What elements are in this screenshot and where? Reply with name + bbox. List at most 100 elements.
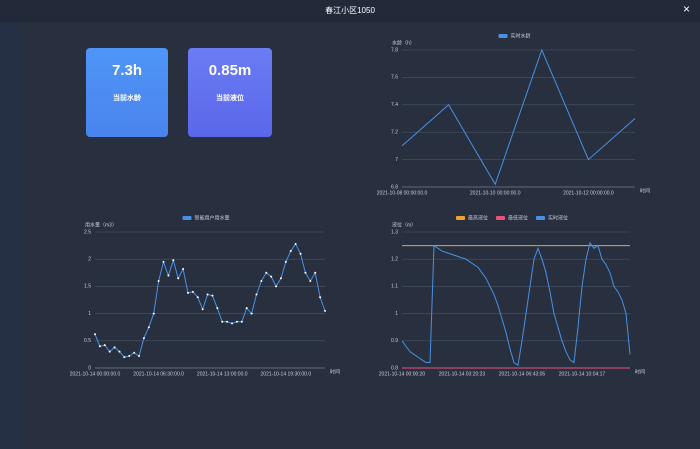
x-tick-label: 2021-10-14 00:00:20 xyxy=(379,371,426,377)
legend-label: 智能用户用水量 xyxy=(195,214,230,221)
point xyxy=(245,307,248,310)
x-tick-label: 2021-10-14 03:20:23 xyxy=(439,371,486,377)
x-tick-label: 2021-10-14 06:30:00.0 xyxy=(133,371,184,377)
point xyxy=(128,355,131,358)
y-tick-label: 0.9 xyxy=(391,338,398,344)
y-tick-label: 2 xyxy=(88,257,91,263)
point xyxy=(103,344,106,347)
point xyxy=(221,320,224,323)
card-label: 当前水龄 xyxy=(113,95,141,102)
x-axis-label: 时间 xyxy=(640,187,650,194)
point xyxy=(294,242,297,245)
point xyxy=(94,333,96,336)
x-tick-label: 2021-10-10 00:00:00.0 xyxy=(470,190,521,196)
close-button[interactable]: × xyxy=(682,2,690,16)
point xyxy=(211,294,214,297)
card-label: 当前液位 xyxy=(216,95,244,102)
point xyxy=(324,309,326,312)
legend-label: 最高液位 xyxy=(468,214,488,221)
point xyxy=(250,312,253,315)
modal-title: 春江小区1050 xyxy=(325,6,375,15)
y-tick-label: 7.4 xyxy=(391,102,398,108)
point xyxy=(118,350,121,353)
card-value: 0.85m xyxy=(208,62,252,79)
point xyxy=(142,337,145,340)
x-tick-label: 2021-10-12 00:00:00.0 xyxy=(563,190,614,196)
sidebar xyxy=(0,22,20,449)
header-bar: 春江小区1050 × xyxy=(0,0,700,22)
x-tick-label: 2021-10-14 19:30:00.0 xyxy=(261,371,312,377)
point xyxy=(240,320,243,323)
point xyxy=(186,291,189,294)
y-axis-label: 液位（m） xyxy=(392,221,416,228)
point xyxy=(289,250,292,253)
point xyxy=(138,355,141,358)
point xyxy=(216,307,219,310)
y-tick-label: 7.8 xyxy=(391,47,398,53)
x-tick-label: 2021-10-14 13:00:00.0 xyxy=(197,371,248,377)
level-card: 0.85m 当前液位 xyxy=(188,48,272,137)
point xyxy=(172,259,175,262)
legend-swatch xyxy=(456,216,465,220)
legend-label: 实时液位 xyxy=(548,214,568,221)
x-tick-label: 2021-10-14 10:04:17 xyxy=(559,371,606,377)
y-tick-label: 1.3 xyxy=(391,229,398,235)
y-tick-label: 1 xyxy=(395,311,398,317)
series-line xyxy=(401,48,636,186)
point xyxy=(226,320,229,323)
point xyxy=(196,296,199,299)
x-axis-label: 时间 xyxy=(330,368,340,375)
point xyxy=(113,346,116,349)
legend-label: 最低液位 xyxy=(508,214,528,221)
point xyxy=(255,293,258,296)
point xyxy=(182,267,185,270)
point xyxy=(260,279,263,282)
point xyxy=(235,320,238,323)
y-tick-label: 0.8 xyxy=(391,365,398,371)
y-axis-label: 水龄（h） xyxy=(392,39,415,46)
y-tick-label: 0 xyxy=(88,365,91,371)
x-tick-label: 2021-10-08 00:00:00.0 xyxy=(377,190,428,196)
point xyxy=(191,290,194,293)
y-tick-label: 1.1 xyxy=(391,284,398,290)
point xyxy=(275,285,278,288)
point xyxy=(123,356,126,359)
point xyxy=(314,271,317,274)
x-axis-label: 时间 xyxy=(635,368,645,375)
y-tick-label: 1.2 xyxy=(391,257,398,263)
legend-label: 实时水龄 xyxy=(511,32,531,39)
point xyxy=(167,274,170,277)
point xyxy=(279,277,282,280)
y-axis-label: 用水量（m3） xyxy=(85,221,117,228)
point xyxy=(133,351,136,354)
point xyxy=(309,279,312,282)
legend-swatch xyxy=(536,216,545,220)
point xyxy=(319,296,322,299)
point xyxy=(304,271,307,274)
point xyxy=(108,350,111,353)
y-tick-label: 1.5 xyxy=(84,284,91,290)
series-line xyxy=(401,241,631,367)
y-tick-label: 6.8 xyxy=(391,184,398,190)
card-value: 7.3h xyxy=(111,62,142,79)
point xyxy=(98,345,101,348)
x-tick-label: 2021-10-14 06:43:05 xyxy=(499,371,546,377)
legend-swatch xyxy=(498,34,508,38)
point xyxy=(284,260,287,263)
y-tick-label: 7.2 xyxy=(391,130,398,136)
y-tick-label: 1 xyxy=(88,311,91,317)
point xyxy=(162,260,165,263)
y-tick-label: 0.5 xyxy=(84,338,91,344)
y-tick-label: 7 xyxy=(395,157,398,163)
point xyxy=(201,308,204,311)
legend-swatch xyxy=(496,216,505,220)
point xyxy=(177,277,180,280)
series-line xyxy=(94,242,326,358)
point xyxy=(206,293,209,296)
point xyxy=(147,326,150,329)
point xyxy=(270,275,273,278)
point xyxy=(152,312,155,315)
legend-swatch xyxy=(182,216,192,220)
